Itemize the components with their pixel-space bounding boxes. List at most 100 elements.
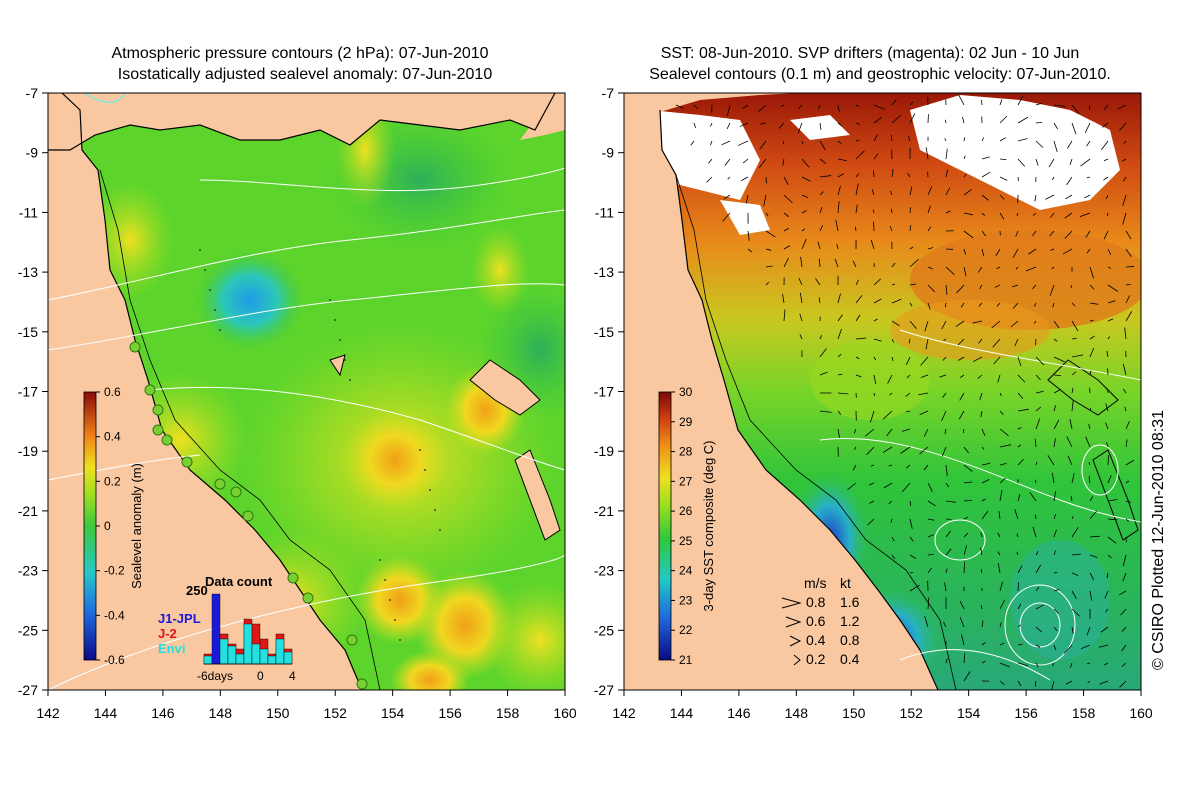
y-tick-label: -23: [18, 563, 38, 579]
inset-x-left: -6days: [197, 669, 233, 683]
left-colorbar-label: Sealevel anomaly (m): [129, 463, 144, 589]
y-tick-label: -17: [594, 384, 614, 400]
velocity-legend-ms: 0.2: [806, 651, 826, 667]
y-tick-label: -27: [18, 682, 38, 698]
y-tick-label: -11: [19, 204, 38, 220]
y-tick-label: -25: [594, 622, 614, 638]
colorbar-tick-label: 23: [679, 593, 693, 607]
y-tick-label: -25: [18, 622, 38, 638]
y-tick-label: -19: [594, 443, 614, 459]
right-colorbar-label: 3-day SST composite (deg C): [701, 441, 716, 612]
colorbar-tick-label: -0.2: [104, 564, 125, 578]
velocity-legend-ms: 0.8: [806, 594, 826, 610]
y-tick-label: -9: [602, 145, 615, 161]
velocity-arrow: [874, 393, 875, 396]
left-map-field: [48, 90, 600, 710]
inset-bar: [236, 654, 244, 664]
x-tick-label: 160: [1129, 705, 1153, 721]
y-tick-label: -19: [18, 443, 38, 459]
inset-legend-j1: J1-JPL: [158, 611, 201, 626]
x-tick-label: 150: [266, 705, 290, 721]
y-tick-label: -13: [594, 264, 614, 280]
inset-x-mid: 0: [257, 669, 264, 683]
x-tick-label: 158: [496, 705, 520, 721]
inset-bar: [220, 639, 228, 664]
left-title-line2: Isostatically adjusted sealevel anomaly:…: [118, 66, 493, 83]
y-tick-label: -23: [594, 563, 614, 579]
y-tick-label: -15: [594, 324, 614, 340]
velocity-arrow: [1089, 105, 1090, 110]
left-map-panel: Atmospheric pressure contours (2 hPa): 0…: [48, 45, 600, 710]
velocity-legend-kt: 1.2: [840, 613, 860, 629]
x-tick-label: 150: [842, 705, 866, 721]
inset-bar: [204, 656, 212, 664]
inset-x-right: 4: [289, 669, 296, 683]
colorbar-tick-label: 28: [679, 445, 693, 459]
inset-legend-j2: J-2: [158, 626, 177, 641]
right-title-line2: Sealevel contours (0.1 m) and geostrophi…: [649, 66, 1111, 83]
colorbar-tick-label: 21: [679, 653, 693, 667]
velocity-arrow: [1126, 266, 1134, 267]
colorbar-tick-label: 27: [679, 474, 693, 488]
velocity-arrow: [1018, 177, 1019, 181]
x-tick-label: 152: [900, 705, 924, 721]
x-tick-label: 160: [553, 705, 577, 721]
x-tick-label: 156: [1014, 705, 1038, 721]
colorbar-tick-label: 0: [104, 519, 111, 533]
right-map-panel: SST: 08-Jun-2010. SVP drifters (magenta)…: [624, 45, 1150, 695]
y-tick-label: -21: [594, 503, 614, 519]
right-y-axis: -7 -9 -11 -13 -15 -17 -19 -21 -23 -25 -27: [594, 85, 624, 698]
inset-bar: [276, 639, 284, 664]
x-tick-label: 146: [727, 705, 751, 721]
inset-bar: [252, 644, 260, 664]
inset-bar: [260, 649, 268, 664]
velocity-arrow: [873, 170, 874, 177]
y-tick-label: -21: [18, 503, 38, 519]
x-tick-label: 158: [1072, 705, 1096, 721]
velocity-arrow: [981, 100, 982, 105]
colorbar-tick-label: 30: [679, 385, 693, 399]
y-tick-label: -13: [18, 264, 38, 280]
x-tick-label: 154: [957, 705, 981, 721]
velocity-legend-ms: 0.4: [806, 632, 826, 648]
velocity-legend-kt: 1.6: [840, 594, 860, 610]
inset-legend-envi: Envi: [158, 641, 185, 656]
x-tick-label: 152: [324, 705, 348, 721]
y-tick-label: -27: [594, 682, 614, 698]
velocity-legend-ms: 0.6: [806, 613, 826, 629]
inset-bar: [284, 652, 292, 664]
colorbar-tick-label: 0.4: [104, 430, 121, 444]
x-tick-label: 156: [438, 705, 462, 721]
velocity-legend-kt-header: kt: [840, 575, 851, 591]
inset-bar: [228, 646, 236, 664]
colorbar-tick-label: 24: [679, 564, 693, 578]
y-tick-label: -11: [595, 204, 614, 220]
y-tick-label: -17: [18, 384, 38, 400]
colorbar-tick-label: 0.6: [104, 385, 121, 399]
velocity-legend-kt: 0.8: [840, 632, 860, 648]
inset-bar: [212, 594, 220, 664]
right-title-line1: SST: 08-Jun-2010. SVP drifters (magenta)…: [661, 45, 1080, 62]
colorbar-tick-label: 0.2: [104, 474, 121, 488]
x-tick-label: 146: [151, 705, 175, 721]
credit-label: © CSIRO Plotted 12-Jun-2010 08:31: [1150, 410, 1167, 670]
colorbar-tick-label: -0.6: [104, 653, 125, 667]
velocity-arrow: [766, 177, 767, 183]
inset-ymax-label: 250: [186, 583, 208, 598]
x-tick-label: 144: [94, 705, 118, 721]
y-tick-label: -7: [602, 85, 615, 101]
velocity-legend-kt: 0.4: [840, 651, 860, 667]
colorbar-tick-label: 29: [679, 415, 693, 429]
y-tick-label: -7: [26, 85, 39, 101]
inset-bar: [244, 624, 252, 664]
x-tick-label: 148: [785, 705, 809, 721]
colorbar-tick-label: -0.4: [104, 608, 125, 622]
left-title-line1: Atmospheric pressure contours (2 hPa): 0…: [111, 45, 488, 62]
y-tick-label: -9: [26, 145, 39, 161]
inset-bar: [268, 656, 276, 664]
y-tick-label: -15: [18, 324, 38, 340]
inset-title: Data count: [205, 574, 273, 589]
